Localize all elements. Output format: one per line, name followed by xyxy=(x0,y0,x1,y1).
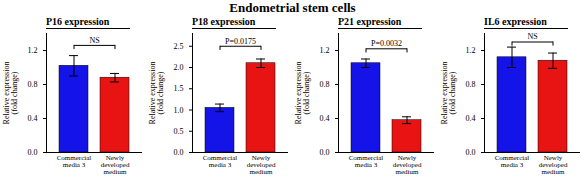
svg-text:Newlydevelopedmedium: Newlydevelopedmedium xyxy=(393,154,422,176)
svg-text:0.4: 0.4 xyxy=(320,114,330,123)
svg-text:0.5: 0.5 xyxy=(174,127,184,136)
svg-text:0.0: 0.0 xyxy=(28,148,38,157)
svg-text:1.2: 1.2 xyxy=(466,46,476,55)
svg-text:0.8: 0.8 xyxy=(28,80,38,89)
svg-text:0.4: 0.4 xyxy=(28,114,38,123)
svg-text:0.0: 0.0 xyxy=(174,148,184,157)
svg-text:1.2: 1.2 xyxy=(28,46,38,55)
svg-text:2.0: 2.0 xyxy=(174,63,184,72)
svg-text:NS: NS xyxy=(527,32,537,41)
svg-text:2.5: 2.5 xyxy=(174,42,184,51)
svg-text:Newlydevelopedmedium: Newlydevelopedmedium xyxy=(101,154,130,176)
svg-text:Relative expression(fold chang: Relative expression(fold change) xyxy=(294,62,311,125)
svg-text:1.5: 1.5 xyxy=(174,84,184,93)
svg-text:P=0.0032: P=0.0032 xyxy=(371,39,402,48)
svg-text:0.0: 0.0 xyxy=(466,148,476,157)
svg-text:Commercialmedia 3: Commercialmedia 3 xyxy=(349,154,384,169)
svg-text:0.4: 0.4 xyxy=(466,114,476,123)
svg-text:Commercialmedia 3: Commercialmedia 3 xyxy=(495,154,530,169)
svg-text:Relative expression(fold chang: Relative expression(fold change) xyxy=(148,62,165,125)
svg-text:Relative expression(fold chang: Relative expression(fold change) xyxy=(2,62,19,125)
svg-text:Newlydevelopedmedium: Newlydevelopedmedium xyxy=(539,154,568,176)
svg-text:0.8: 0.8 xyxy=(320,80,330,89)
html-text:P18 expression: P18 expression xyxy=(192,16,256,27)
html-text:P21 expression: P21 expression xyxy=(338,16,402,27)
svg-text:Newlydevelopedmedium: Newlydevelopedmedium xyxy=(247,154,276,176)
svg-text:Relative expression(fold chang: Relative expression(fold change) xyxy=(440,62,457,125)
svg-text:Commercialmedia 3: Commercialmedia 3 xyxy=(57,154,92,169)
svg-text:1.2: 1.2 xyxy=(320,46,330,55)
html-text:IL6 expression: IL6 expression xyxy=(484,16,547,27)
svg-text:0.0: 0.0 xyxy=(320,148,330,157)
svg-text:P=0.0175: P=0.0175 xyxy=(225,37,256,46)
svg-text:1.0: 1.0 xyxy=(174,106,184,115)
svg-text:NS: NS xyxy=(89,36,99,45)
html-text:Endometrial stem cells: Endometrial stem cells xyxy=(229,0,356,15)
svg-text:0.8: 0.8 xyxy=(466,80,476,89)
svg-text:Commercialmedia 3: Commercialmedia 3 xyxy=(203,154,238,169)
html-text:P16 expression: P16 expression xyxy=(46,16,110,27)
